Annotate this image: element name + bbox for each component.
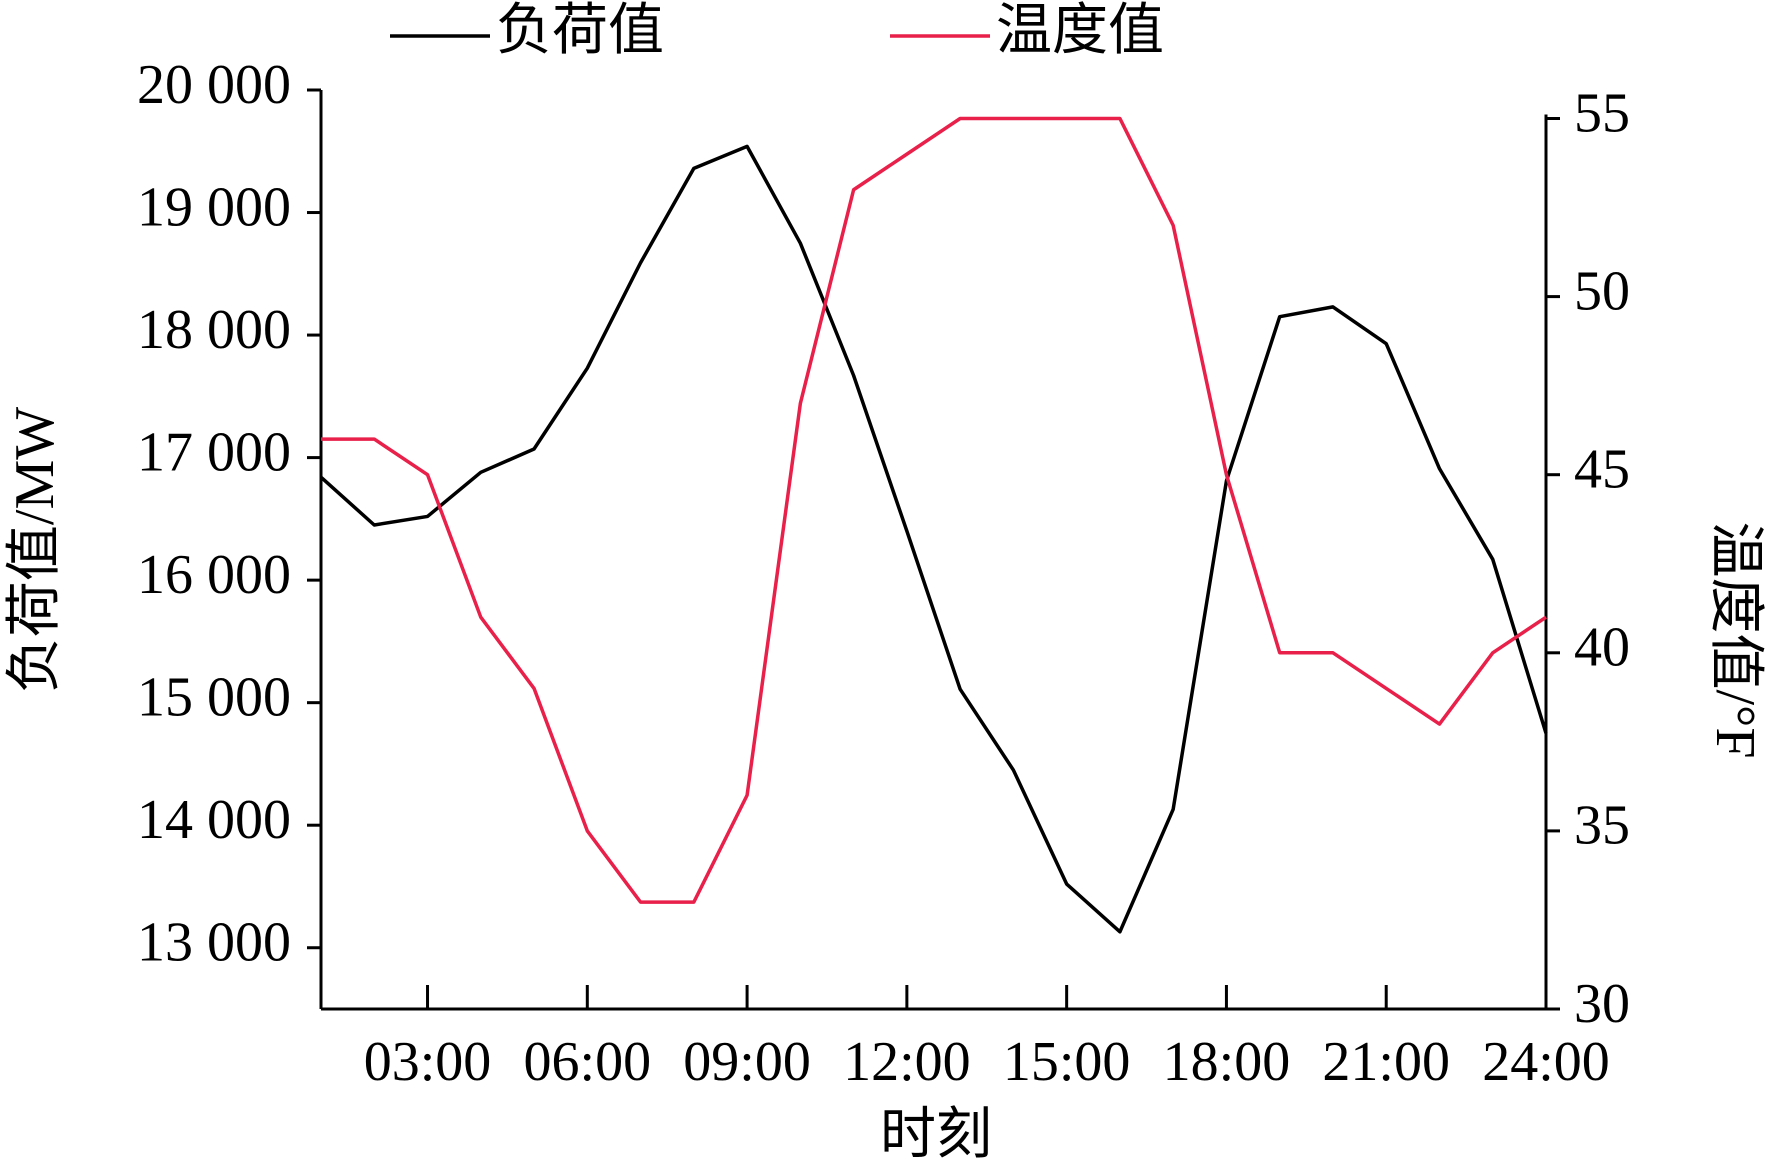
x-tick-label: 06:00 bbox=[524, 1031, 652, 1093]
y2-tick-label: 50 bbox=[1574, 260, 1630, 322]
x-tick-label: 24:00 bbox=[1482, 1031, 1610, 1093]
y2-tick-label: 55 bbox=[1574, 82, 1630, 144]
x-tick-label: 12:00 bbox=[843, 1031, 971, 1093]
legend-label: 负荷值 bbox=[496, 0, 664, 62]
x-axis-label: 时刻 bbox=[880, 1104, 992, 1166]
y-tick-label: 17 000 bbox=[137, 421, 291, 483]
x-tick-label: 15:00 bbox=[1003, 1031, 1131, 1093]
x-tick-label: 18:00 bbox=[1163, 1031, 1291, 1093]
y2-tick-label: 45 bbox=[1574, 439, 1630, 501]
y2-tick-label: 30 bbox=[1574, 973, 1630, 1035]
legend-label: 温度值 bbox=[996, 0, 1164, 62]
x-tick-label: 21:00 bbox=[1322, 1031, 1450, 1093]
data-line bbox=[319, 144, 1548, 934]
y-tick-label: 14 000 bbox=[137, 789, 291, 851]
y2-tick-label: 40 bbox=[1574, 617, 1630, 679]
y-tick-label: 20 000 bbox=[137, 54, 291, 116]
x-tick-label: 09:00 bbox=[683, 1031, 811, 1093]
y2-axis-label: 温度值/°F bbox=[1704, 521, 1765, 758]
y-axis-label: 负荷值/MW bbox=[4, 407, 66, 693]
y-tick-label: 18 000 bbox=[137, 299, 291, 361]
y2-tick-label: 35 bbox=[1574, 795, 1630, 857]
y-tick-label: 13 000 bbox=[137, 912, 291, 974]
data-line bbox=[321, 116, 1547, 904]
x-tick-label: 03:00 bbox=[364, 1031, 492, 1093]
y-tick-label: 15 000 bbox=[137, 667, 291, 729]
y-tick-label: 16 000 bbox=[137, 544, 291, 606]
y-tick-label: 19 000 bbox=[137, 176, 291, 238]
